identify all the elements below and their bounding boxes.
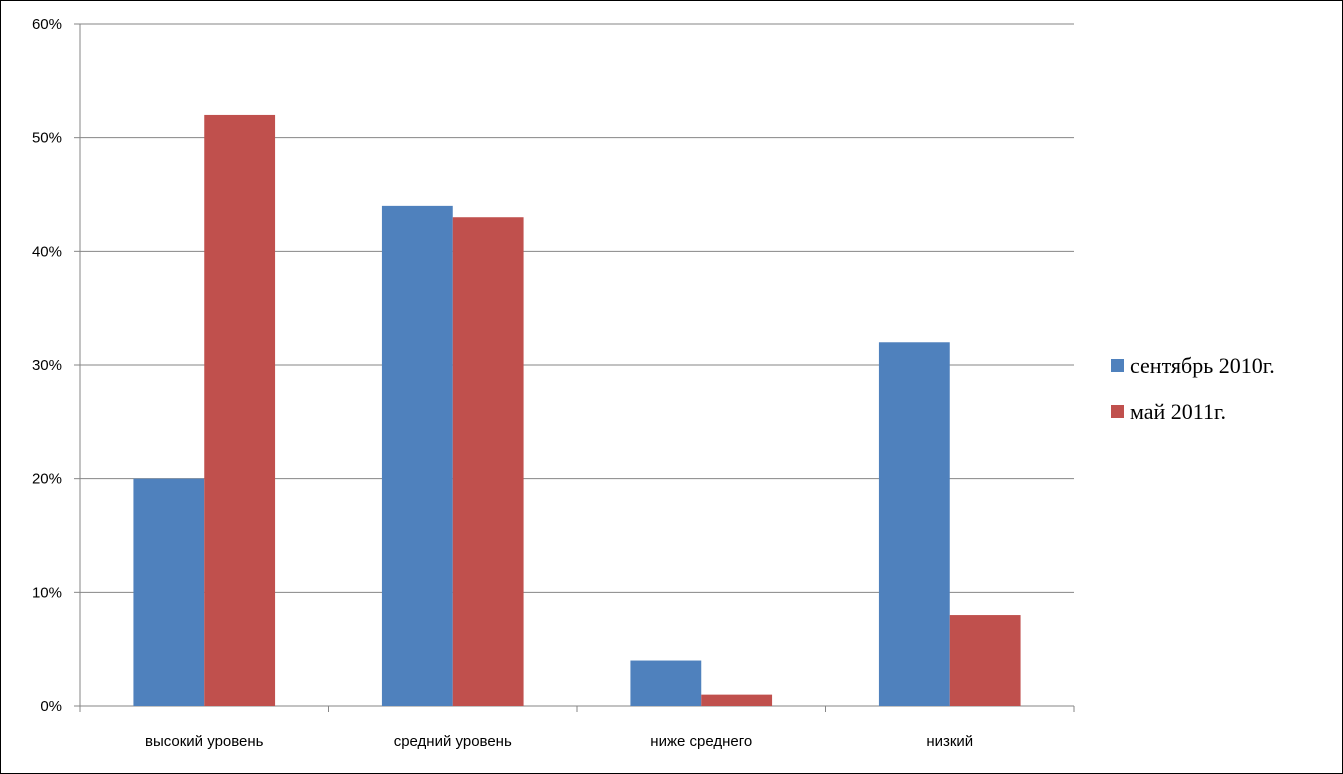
y-tick-label: 60% (32, 16, 62, 33)
x-category-label: средний уровень (394, 733, 512, 750)
x-category-labels: высокий уровень средний уровень ниже средн… (145, 733, 973, 750)
bar (381, 205, 453, 706)
legend-label: сентябрь 2010г. (1130, 353, 1275, 378)
y-tick-labels: 0% 10% 20% 30% 40% 50% 60% (32, 16, 62, 715)
y-tick-label: 10% (32, 584, 62, 601)
legend: сентябрь 2010г. май 2011г. (1111, 353, 1275, 424)
bar (204, 114, 276, 706)
x-category-label: высокий уровень (145, 733, 264, 750)
bar (133, 478, 205, 706)
x-category-label: низкий (926, 733, 973, 750)
legend-label: май 2011г. (1130, 399, 1226, 424)
bar (949, 615, 1021, 706)
y-tick-label: 0% (40, 698, 62, 715)
legend-swatch (1111, 359, 1124, 372)
x-category-label: ниже среднего (650, 733, 752, 750)
y-tick-label: 30% (32, 357, 62, 374)
y-tick-label: 20% (32, 471, 62, 488)
bar (878, 342, 950, 706)
bars (133, 114, 1021, 706)
y-tick-label: 50% (32, 130, 62, 147)
y-tick-label: 40% (32, 243, 62, 260)
bar (452, 217, 524, 706)
legend-swatch (1111, 405, 1124, 418)
bar (701, 694, 773, 706)
bar (630, 660, 702, 706)
